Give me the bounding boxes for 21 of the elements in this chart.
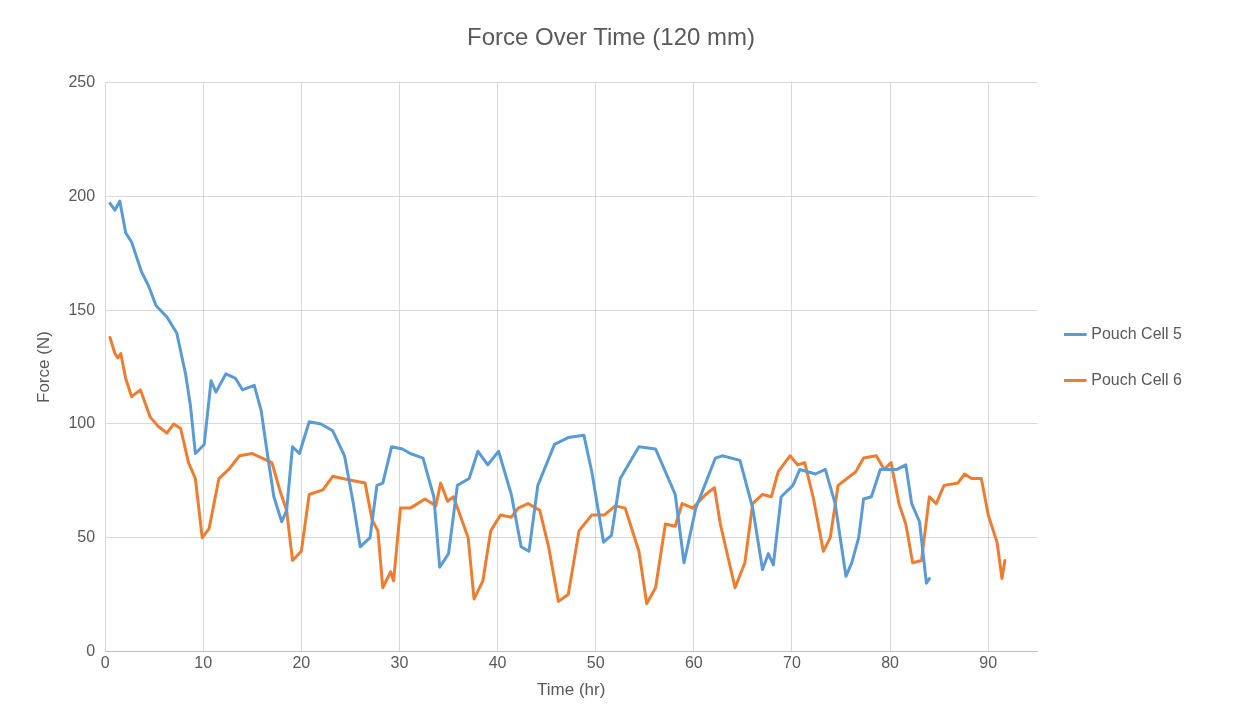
chart-title: Force Over Time (120 mm) [466, 23, 756, 51]
x-tick-label: 0 [100, 654, 110, 672]
x-tick-label: 50 [586, 654, 605, 672]
y-tick-label: 200 [68, 186, 96, 204]
x-tick-label: 70 [783, 654, 801, 672]
x-tick-label: 80 [881, 654, 900, 672]
y-tick-label: 250 [68, 73, 96, 91]
y-tick-label: 150 [68, 300, 96, 318]
y-tick-label: 0 [86, 641, 96, 659]
x-axis-title: Time (hr) [537, 680, 606, 700]
y-axis-title: Force (N) [33, 331, 53, 403]
x-tick-label: 40 [488, 654, 507, 672]
legend-label: Pouch Cell 6 [1091, 370, 1183, 388]
legend-label: Pouch Cell 5 [1091, 324, 1183, 342]
x-tick-label: 30 [390, 654, 409, 672]
x-tick-label: 90 [979, 654, 998, 672]
x-tick-label: 60 [684, 654, 703, 672]
y-tick-label: 100 [68, 414, 96, 432]
x-tick-label: 20 [292, 654, 311, 672]
y-tick-label: 50 [77, 528, 96, 546]
x-tick-label: 10 [194, 654, 213, 672]
